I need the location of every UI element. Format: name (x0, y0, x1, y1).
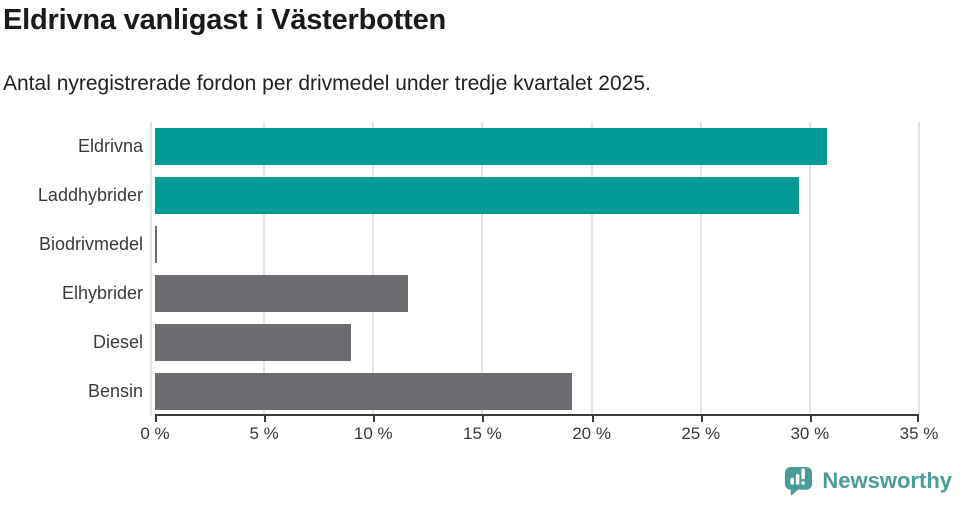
plot-area (150, 122, 920, 422)
x-axis-tick-mark (482, 416, 485, 422)
gridline (481, 122, 484, 416)
x-axis-tick-mark (155, 416, 157, 422)
gridline (372, 122, 375, 416)
x-axis-tick-label: 35 % (899, 424, 939, 443)
y-axis-spine (150, 122, 152, 416)
x-axis-tick-label: 5 % (249, 424, 279, 443)
bar-laddhybrider (155, 177, 799, 214)
chart-subtitle: Antal nyregistrerade fordon per drivmede… (3, 72, 651, 95)
x-axis-line (155, 414, 919, 416)
bar-elhybrider (155, 275, 408, 312)
category-label-diesel: Diesel (92, 332, 143, 352)
x-axis-tick-mark (264, 416, 267, 422)
bar-chart-speech-bubble-icon (785, 466, 813, 496)
x-axis-tick-label: 30 % (790, 424, 830, 443)
x-axis-tick-label: 20 % (572, 424, 611, 443)
x-axis-tick-mark (917, 416, 919, 422)
bar-bensin (155, 373, 572, 410)
category-label-eldrivna: Eldrivna (77, 136, 143, 156)
gridline (590, 122, 593, 416)
bar-diesel (155, 324, 351, 361)
x-axis-tick-label: 0 % (140, 424, 170, 443)
x-axis-tick-label: 10 % (353, 424, 393, 443)
chart-title: Eldrivna vanligast i Västerbotten (3, 4, 447, 36)
bar-biodrivmedel (155, 226, 157, 263)
bar-eldrivna (155, 128, 827, 165)
gridline (918, 122, 920, 416)
x-axis-tick-mark (700, 416, 703, 422)
x-axis-tick-mark (809, 416, 812, 422)
gridline (263, 122, 266, 416)
category-label-laddhybrider: Laddhybrider (37, 185, 143, 205)
newsworthy-logo-text: Newsworthy (822, 467, 952, 493)
x-axis-tick-mark (591, 416, 594, 422)
x-axis-tick-label: 25 % (681, 424, 721, 443)
category-label-biodrivmedel: Biodrivmedel (38, 234, 143, 254)
x-axis-tick-mark (373, 416, 376, 422)
category-label-elhybrider: Elhybrider (61, 283, 143, 303)
x-axis-tick-label: 15 % (463, 424, 502, 443)
gridline (699, 122, 702, 416)
gridline (808, 122, 811, 416)
category-label-bensin: Bensin (87, 381, 143, 401)
newsworthy-logo: Newsworthy (783, 465, 952, 496)
